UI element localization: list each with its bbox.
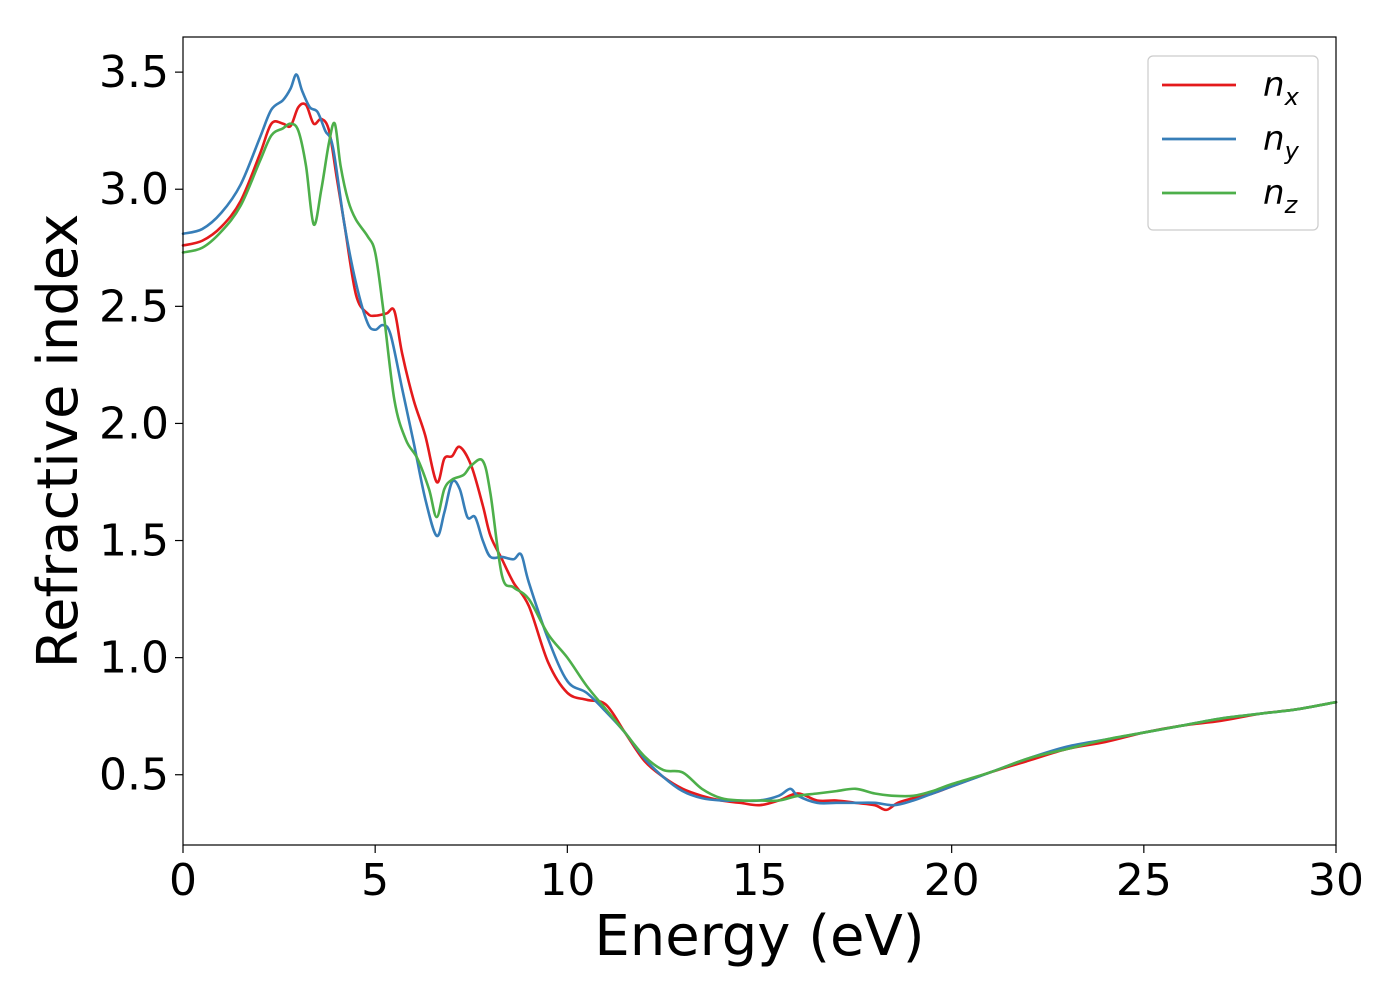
series-layer — [181, 73, 1338, 812]
legend-label-base: n — [1263, 65, 1285, 105]
legend-label-nx: nx — [1263, 65, 1300, 111]
x-tick-label: 10 — [539, 855, 595, 906]
legend-label-subscript: x — [1284, 83, 1300, 111]
legend-label-base: n — [1263, 173, 1285, 213]
y-tick-label: 2.5 — [99, 281, 169, 332]
y-axis-title: Refractive index — [26, 214, 91, 669]
y-tick-label: 3.5 — [99, 47, 169, 98]
y-axis-ticks: 0.5 1.0 1.5 2.0 2.5 3.0 3.5 — [99, 47, 183, 801]
y-tick-label: 3.0 — [99, 164, 169, 215]
legend-label-nz: nz — [1263, 173, 1299, 219]
x-axis-title: Energy (eV) — [594, 904, 924, 969]
x-tick-label: 25 — [1116, 855, 1172, 906]
legend-label-base: n — [1263, 119, 1285, 159]
series-line-nz — [181, 121, 1338, 803]
legend-box — [1147, 55, 1319, 231]
legend-label-subscript: y — [1284, 137, 1300, 165]
x-tick-label: 30 — [1308, 855, 1364, 906]
y-tick-label: 1.0 — [99, 633, 169, 684]
y-tick-label: 0.5 — [99, 750, 169, 801]
y-tick-label: 1.5 — [99, 516, 169, 567]
x-tick-label: 15 — [732, 855, 788, 906]
legend-label-subscript: z — [1284, 191, 1299, 219]
y-tick-label: 2.0 — [99, 398, 169, 449]
x-tick-label: 20 — [924, 855, 980, 906]
x-axis-ticks: 0 5 10 15 20 25 30 — [169, 845, 1364, 906]
x-tick-label: 0 — [169, 855, 197, 906]
series-line-ny — [181, 73, 1338, 807]
x-tick-label: 5 — [361, 855, 389, 906]
legend-label-ny: ny — [1263, 119, 1300, 165]
